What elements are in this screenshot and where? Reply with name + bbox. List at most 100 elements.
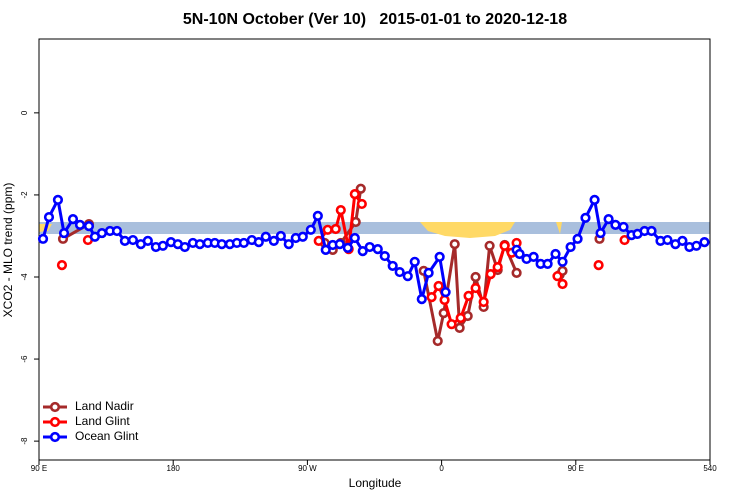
data-point bbox=[446, 319, 457, 330]
data-point bbox=[550, 248, 561, 260]
data-point bbox=[618, 221, 629, 233]
data-point bbox=[478, 296, 489, 308]
x-tick-label: 90 W bbox=[298, 464, 317, 473]
data-point bbox=[492, 262, 503, 273]
data-point bbox=[484, 240, 495, 251]
data-point bbox=[619, 234, 630, 246]
data-point bbox=[142, 235, 153, 246]
data-point bbox=[423, 267, 434, 278]
data-point bbox=[552, 271, 563, 282]
data-point bbox=[74, 219, 86, 230]
data-point bbox=[157, 240, 169, 251]
data-point bbox=[52, 194, 64, 205]
data-point bbox=[426, 291, 437, 303]
data-point bbox=[409, 256, 420, 267]
data-point bbox=[557, 278, 568, 290]
y-tick-label: -6 bbox=[20, 355, 29, 363]
legend-marker bbox=[49, 401, 61, 413]
data-point bbox=[335, 205, 346, 216]
data-point bbox=[305, 224, 316, 235]
x-axis-label: Longitude bbox=[349, 476, 402, 490]
data-point bbox=[514, 248, 525, 260]
data-point bbox=[455, 312, 466, 324]
data-point bbox=[43, 211, 55, 223]
data-point bbox=[238, 237, 249, 249]
data-point bbox=[194, 239, 205, 250]
legend-marker bbox=[49, 416, 61, 428]
data-point bbox=[699, 237, 710, 248]
data-point bbox=[433, 280, 444, 292]
data-point bbox=[357, 246, 368, 257]
data-point bbox=[58, 227, 70, 239]
data-point bbox=[379, 250, 390, 262]
chart-title: 5N-10N October (Ver 10) 2015-01-01 to 20… bbox=[183, 11, 567, 28]
data-point bbox=[440, 287, 451, 298]
data-point bbox=[434, 251, 445, 262]
data-point bbox=[439, 294, 450, 306]
data-point bbox=[96, 227, 108, 239]
data-point bbox=[593, 259, 604, 271]
data-point bbox=[342, 242, 353, 253]
data-point bbox=[449, 239, 460, 250]
data-point bbox=[67, 214, 79, 225]
land-band bbox=[420, 222, 515, 238]
x-tick-label: 90 E bbox=[31, 464, 47, 473]
data-point bbox=[542, 258, 553, 269]
data-point bbox=[334, 239, 345, 250]
x-tick-label: 540 bbox=[703, 464, 717, 473]
data-point bbox=[387, 260, 398, 272]
data-point bbox=[662, 234, 673, 246]
data-point bbox=[416, 294, 427, 305]
data-point bbox=[275, 230, 286, 242]
x-tick-label: 0 bbox=[439, 464, 444, 473]
land-band bbox=[556, 222, 562, 234]
data-point bbox=[253, 237, 264, 248]
legend-marker bbox=[49, 431, 61, 443]
data-point bbox=[394, 266, 405, 278]
y-axis-label: XCO2 - MLO trend (ppm) bbox=[1, 183, 15, 318]
data-point bbox=[691, 240, 702, 251]
data-point bbox=[312, 210, 323, 221]
data-point bbox=[330, 223, 341, 235]
data-point bbox=[470, 271, 481, 283]
data-point bbox=[349, 189, 360, 200]
data-point bbox=[603, 214, 614, 225]
data-point bbox=[565, 241, 576, 253]
data-point bbox=[283, 239, 294, 250]
legend-label: Ocean Glint bbox=[75, 429, 139, 443]
data-point bbox=[646, 225, 657, 237]
data-point bbox=[356, 198, 367, 210]
data-point bbox=[355, 183, 366, 194]
x-tick-label: 180 bbox=[167, 464, 181, 473]
data-point bbox=[322, 224, 333, 235]
plot-frame bbox=[38, 38, 711, 461]
legend-label: Land Nadir bbox=[75, 399, 134, 413]
series-line bbox=[41, 195, 448, 300]
data-point bbox=[589, 194, 600, 205]
data-point bbox=[677, 235, 688, 246]
data-point bbox=[297, 231, 308, 242]
data-point bbox=[127, 234, 139, 246]
y-tick-label: -2 bbox=[20, 191, 29, 199]
data-point bbox=[83, 221, 95, 232]
data-point bbox=[528, 251, 539, 262]
x-tick-label: 90 E bbox=[568, 464, 584, 473]
data-point bbox=[111, 225, 123, 237]
y-tick-label: -8 bbox=[20, 437, 29, 445]
data-point bbox=[470, 282, 481, 294]
data-point bbox=[268, 235, 279, 246]
data-point bbox=[595, 227, 606, 239]
data-point bbox=[499, 240, 510, 251]
data-point bbox=[511, 267, 522, 278]
data-point bbox=[572, 233, 583, 244]
data-point bbox=[179, 241, 190, 253]
data-point bbox=[56, 259, 68, 271]
data-point bbox=[313, 235, 324, 246]
data-point bbox=[364, 241, 375, 253]
data-point bbox=[463, 290, 474, 301]
data-point bbox=[610, 219, 621, 230]
data-point bbox=[485, 269, 496, 280]
data-point bbox=[349, 232, 360, 244]
y-tick-label: 0 bbox=[20, 110, 29, 115]
